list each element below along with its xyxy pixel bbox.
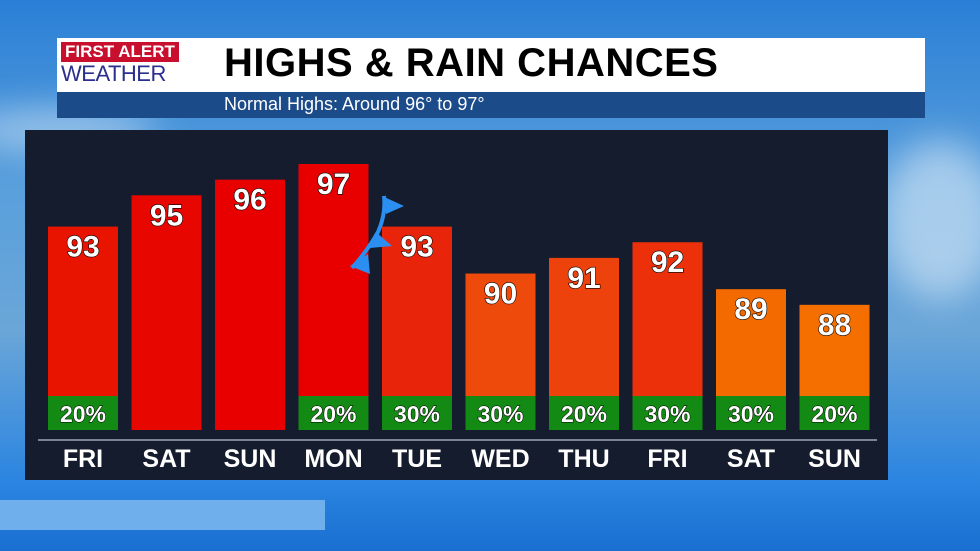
day-label: SAT: [142, 445, 190, 473]
bar: [131, 195, 202, 430]
cold-front-triangle-icon: [370, 232, 392, 248]
rain-chance-box: [465, 396, 536, 430]
bar-value-label: 88: [818, 309, 851, 342]
day-label: SUN: [808, 445, 861, 473]
rain-chance-box: [632, 396, 703, 430]
bar-value-label: 92: [651, 246, 684, 279]
page-title: HIGHS & RAIN CHANCES: [224, 41, 719, 85]
rain-chance-label: 20%: [310, 401, 356, 427]
day-label: SAT: [727, 445, 775, 473]
rain-chance-label: 30%: [394, 401, 440, 427]
bar-value-label: 89: [734, 293, 767, 326]
day-label: THU: [558, 445, 609, 473]
cold-front-line-icon: [350, 195, 387, 270]
rain-chance-box: [298, 396, 369, 430]
day-label: MON: [304, 445, 362, 473]
logo-line2: WEATHER: [61, 61, 166, 86]
bar-value-label: 91: [567, 262, 600, 295]
rain-chance-box: [48, 396, 118, 430]
day-label: TUE: [392, 445, 442, 473]
bar-value-label: 93: [66, 231, 99, 264]
rain-chance-box: [716, 396, 786, 430]
bar-value-label: 95: [150, 199, 183, 232]
rain-chance-label: 20%: [811, 401, 857, 427]
cold-front-triangle-icon: [382, 196, 404, 214]
bar-value-label: 90: [484, 278, 517, 311]
rain-chance-label: 20%: [60, 401, 106, 427]
subtitle-bar: Normal Highs: Around 96° to 97°: [57, 92, 925, 118]
rain-chance-label: 30%: [477, 401, 523, 427]
rain-chance-label: 30%: [728, 401, 774, 427]
rain-chance-label: 30%: [644, 401, 690, 427]
lower-band: [0, 500, 325, 530]
day-label: SUN: [224, 445, 277, 473]
cold-front-triangle-icon: [350, 254, 370, 274]
day-label: FRI: [647, 445, 687, 473]
bar: [215, 179, 285, 430]
rain-chance-label: 20%: [561, 401, 607, 427]
logo-line1: FIRST ALERT: [61, 42, 179, 62]
rain-chance-box: [382, 396, 452, 430]
bar-value-label: 96: [233, 184, 266, 217]
header-bar: FIRST ALERT WEATHER HIGHS & RAIN CHANCES: [57, 38, 925, 92]
first-alert-weather-logo: FIRST ALERT WEATHER: [61, 42, 199, 88]
bar-value-label: 97: [317, 168, 350, 201]
subtitle: Normal Highs: Around 96° to 97°: [224, 94, 485, 114]
cloud: [880, 140, 980, 300]
rain-chance-box: [549, 396, 619, 430]
rain-chance-box: [799, 396, 870, 430]
bar-value-label: 93: [400, 231, 433, 264]
day-label: WED: [471, 445, 529, 473]
day-label: FRI: [63, 445, 103, 473]
bar: [298, 164, 369, 430]
